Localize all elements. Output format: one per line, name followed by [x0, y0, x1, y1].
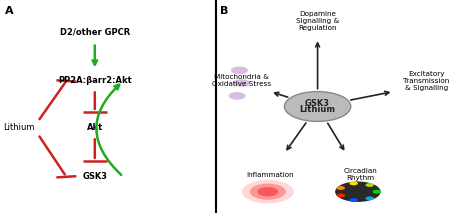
Text: GSK3: GSK3: [305, 99, 330, 108]
Text: Lithium: Lithium: [3, 123, 35, 132]
Circle shape: [233, 79, 250, 87]
Text: Inflammation: Inflammation: [246, 172, 294, 178]
Circle shape: [337, 193, 345, 197]
Circle shape: [365, 183, 374, 187]
Circle shape: [373, 190, 381, 194]
Circle shape: [231, 66, 248, 74]
Text: A: A: [5, 6, 13, 16]
Text: Circadian
Rhythm: Circadian Rhythm: [343, 168, 377, 181]
Circle shape: [228, 92, 246, 100]
Text: Dopamine
Signalling &
Regulation: Dopamine Signalling & Regulation: [296, 11, 339, 31]
Circle shape: [337, 186, 345, 190]
Circle shape: [349, 181, 358, 185]
Text: Mitochondria &
Oxidative Stress: Mitochondria & Oxidative Stress: [212, 74, 271, 88]
Text: B: B: [220, 6, 229, 16]
Text: D2/other GPCR: D2/other GPCR: [60, 27, 130, 36]
Circle shape: [349, 198, 358, 202]
Text: PP2A:βarr2:Akt: PP2A:βarr2:Akt: [58, 76, 132, 85]
Text: Excitatory
Transmission
& Signalling: Excitatory Transmission & Signalling: [403, 71, 450, 91]
FancyArrowPatch shape: [96, 85, 121, 175]
Circle shape: [257, 187, 278, 196]
Circle shape: [335, 181, 381, 202]
Circle shape: [365, 196, 374, 200]
Circle shape: [284, 92, 351, 121]
Circle shape: [242, 180, 294, 203]
Text: Lithium: Lithium: [300, 105, 336, 114]
Text: GSK3: GSK3: [82, 172, 107, 181]
Circle shape: [250, 184, 286, 200]
Text: Akt: Akt: [87, 123, 103, 132]
